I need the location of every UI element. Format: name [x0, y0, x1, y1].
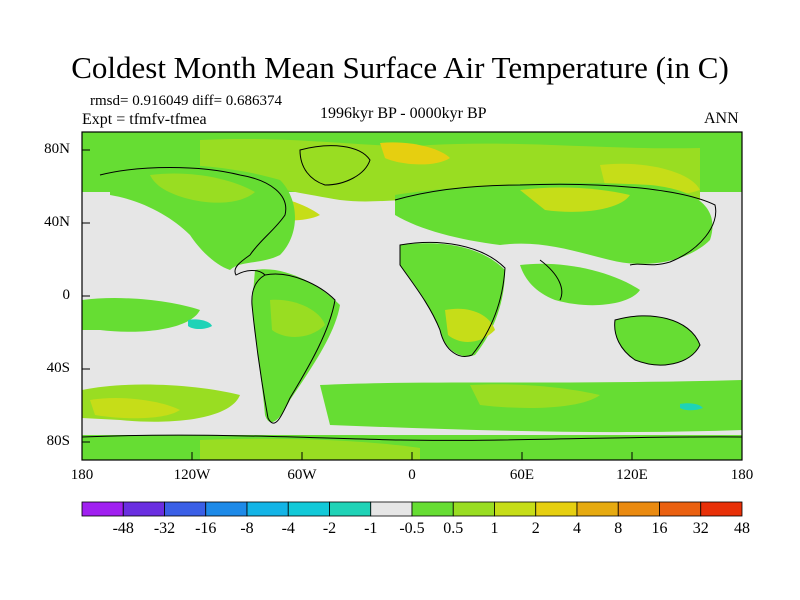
antarctica-coast [82, 434, 742, 441]
lon-label-0: 0 [408, 467, 416, 483]
cool-region [188, 319, 212, 329]
colorbar-label: 1 [490, 520, 499, 537]
colorbar-swatch [494, 501, 537, 517]
lon-label-180w: 180 [70, 467, 94, 483]
eurasia-coast [394, 183, 717, 266]
lat-ticks [82, 149, 90, 443]
warm-region [270, 299, 325, 337]
colorbar-swatch [411, 501, 454, 517]
africa-coast [399, 241, 506, 357]
warm-region [614, 315, 700, 365]
warm-region [395, 183, 713, 264]
warm-region [470, 384, 600, 408]
lon-label-180e: 180 [730, 467, 754, 483]
colorbar-swatch [700, 501, 743, 517]
colorbar-label: -16 [195, 520, 217, 537]
stats-text: rmsd= 0.916049 diff= 0.686374 [90, 93, 283, 109]
colorbar-swatch [659, 501, 702, 517]
warm-region [445, 308, 495, 342]
season-label: ANN [704, 110, 739, 127]
lon-label-60e: 60E [509, 467, 535, 483]
warm-region [90, 398, 180, 419]
coastlines [82, 145, 742, 441]
lat-label-80s: 80S [46, 433, 70, 449]
lat-label-40n: 40N [44, 214, 70, 230]
map-title: Coldest Month Mean Surface Air Temperatu… [71, 50, 729, 85]
australia-coast [614, 315, 701, 366]
warm-region [200, 438, 420, 460]
colorbar-label: -1 [364, 520, 378, 537]
colorbar [81, 501, 743, 517]
colorbar-swatch [164, 501, 207, 517]
colorbar-label: 4 [573, 520, 581, 537]
colorbar-swatch [535, 501, 578, 517]
colorbar-swatch [246, 501, 289, 517]
greenland-coast [299, 145, 371, 186]
lat-label-0: 0 [62, 287, 71, 303]
colorbar-swatch [617, 501, 660, 517]
colorbar-label: 0.5 [443, 520, 464, 537]
warm-region [520, 187, 630, 212]
colorbar-label: -8 [240, 520, 254, 537]
colorbar-swatch [452, 501, 495, 517]
south-america-coast [251, 273, 336, 424]
colorbar-swatch [122, 501, 165, 517]
colorbar-swatch [370, 501, 413, 517]
experiment-label: Expt = tfmfv-tfmea [82, 111, 207, 128]
temperature-field [82, 132, 742, 460]
colorbar-label: -4 [281, 520, 295, 537]
lat-label-40s: 40S [46, 360, 70, 376]
colorbar-swatch [287, 501, 330, 517]
colorbar-label: -32 [153, 520, 176, 537]
warm-region [82, 298, 200, 332]
colorbar-label: -48 [112, 520, 134, 537]
lon-ticks [81, 452, 743, 460]
lon-label-120e: 120E [616, 467, 648, 483]
warm-region [520, 263, 640, 306]
india-coast [539, 259, 563, 301]
colorbar-label: 48 [734, 520, 750, 537]
period-label: 1996kyr BP - 0000kyr BP [320, 105, 487, 122]
north-america-coast [99, 167, 287, 276]
colorbar-swatch [329, 501, 372, 517]
hot-region [380, 142, 450, 165]
colorbar-swatch [576, 501, 619, 517]
colorbar-swatch [81, 501, 124, 517]
colorbar-label: 8 [614, 520, 623, 537]
cool-region [680, 403, 703, 411]
lat-label-80n: 80N [44, 141, 70, 157]
colorbar-swatch [205, 501, 248, 517]
warm-region [150, 173, 255, 203]
colorbar-label: -0.5 [399, 520, 425, 537]
lon-label-60w: 60W [287, 467, 317, 483]
colorbar-label: 32 [692, 520, 709, 537]
colorbar-label: 2 [531, 520, 540, 537]
colorbar-label: -2 [322, 520, 337, 537]
colorbar-label: 16 [651, 520, 668, 537]
lon-label-120w: 120W [173, 467, 211, 483]
